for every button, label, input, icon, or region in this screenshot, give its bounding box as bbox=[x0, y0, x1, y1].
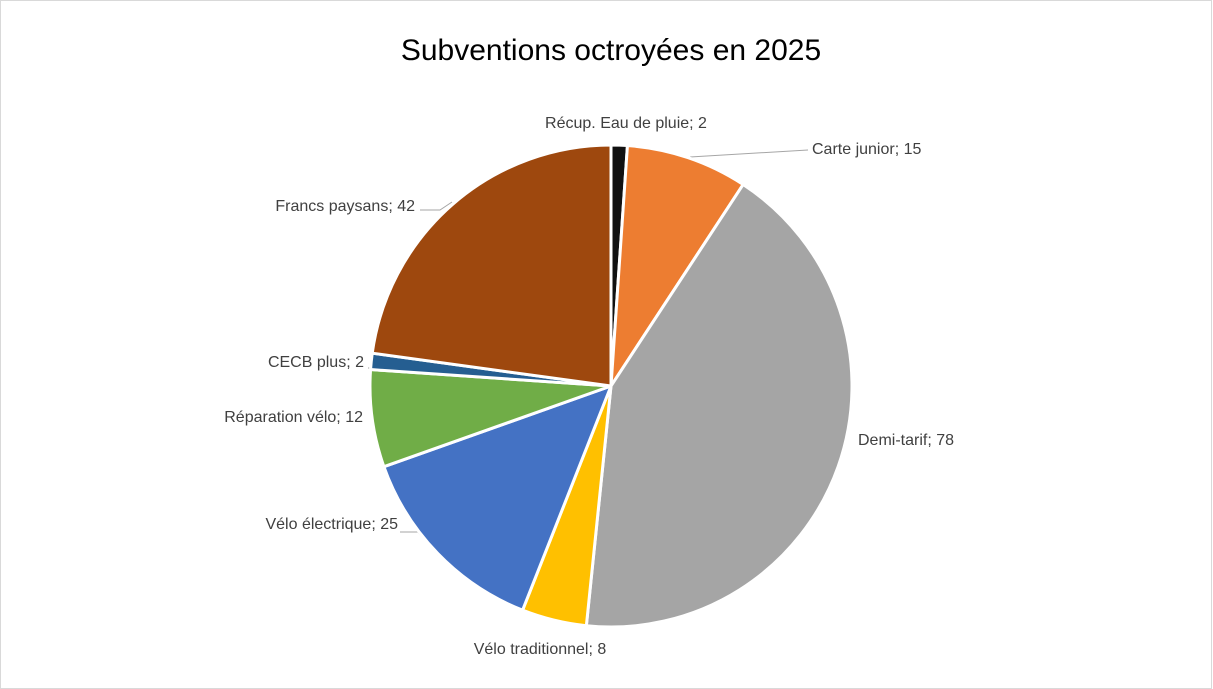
data-label: Vélo traditionnel; 8 bbox=[474, 641, 607, 658]
data-label: Récup. Eau de pluie; 2 bbox=[545, 115, 707, 132]
data-label: Francs paysans; 42 bbox=[275, 198, 415, 215]
data-label: Réparation vélo; 12 bbox=[224, 409, 363, 426]
data-label: Carte junior; 15 bbox=[812, 141, 921, 158]
pie-slice: Carte junior bbox=[609, 144, 745, 388]
data-label: Demi-tarif; 78 bbox=[858, 432, 954, 449]
pie-slice: Francs paysans bbox=[370, 143, 613, 388]
pie-slice: Vélo électrique bbox=[382, 384, 613, 612]
pie-slice: Demi-tarif bbox=[584, 182, 854, 629]
chart-title: Subventions octroyées en 2025 bbox=[401, 34, 821, 67]
data-label: Vélo électrique; 25 bbox=[265, 516, 398, 533]
data-label: CECB plus; 2 bbox=[268, 354, 364, 371]
leader-line bbox=[689, 149, 809, 158]
leader-line bbox=[420, 201, 453, 211]
